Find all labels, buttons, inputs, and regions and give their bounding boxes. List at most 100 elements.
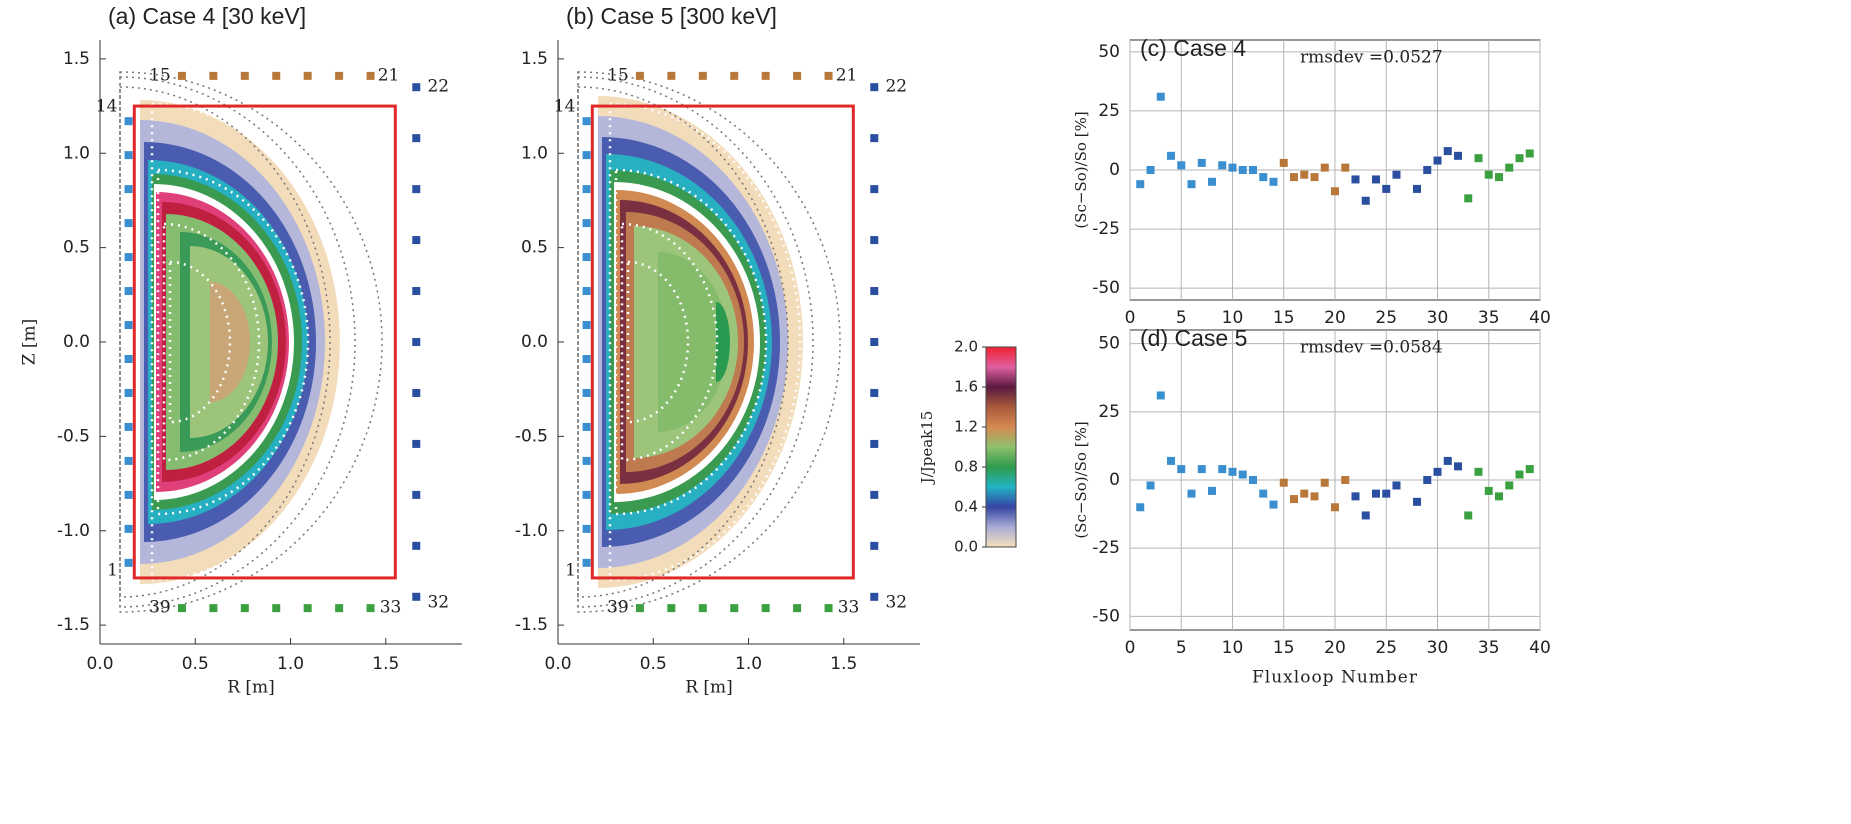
flux-loop	[730, 604, 739, 613]
x-axis-label: R [m]	[685, 678, 733, 698]
flux-loop	[177, 71, 186, 80]
vessel	[132, 104, 397, 580]
point	[1525, 465, 1534, 474]
y-tick-label: 0.0	[63, 332, 90, 352]
flux-loop	[124, 151, 133, 160]
x-tick-label: 0.0	[544, 654, 571, 674]
point	[1351, 175, 1360, 184]
flux-loop	[870, 490, 879, 499]
flux-loop	[412, 338, 421, 346]
point	[1228, 163, 1237, 172]
point	[1218, 161, 1227, 170]
x-tick-label: 35	[1478, 308, 1500, 328]
point	[1197, 158, 1206, 167]
point	[1177, 161, 1186, 170]
flux-loop	[582, 524, 591, 533]
point	[1136, 180, 1145, 189]
point	[1249, 166, 1257, 174]
loop-label: 22	[427, 77, 449, 97]
point	[1443, 147, 1452, 156]
y-axis-label: Z [m]	[20, 319, 40, 366]
point	[1372, 489, 1380, 498]
point	[1300, 489, 1309, 498]
x-tick-label: 5	[1176, 308, 1187, 328]
point	[1156, 92, 1165, 101]
flux-loop	[124, 422, 133, 431]
flux-loop	[209, 604, 218, 613]
y-tick-label: -1.5	[515, 615, 548, 635]
flux-loop	[240, 71, 249, 80]
y-axis-label: (Sc−So)/So [%]	[1072, 421, 1090, 538]
flux-loop	[582, 490, 591, 499]
flux-loop	[240, 604, 249, 613]
loop-label: 22	[885, 77, 907, 97]
loop-label: 1	[565, 560, 576, 580]
x-tick-label: 1.5	[830, 654, 857, 674]
y-tick-label: 50	[1098, 42, 1120, 62]
point	[1341, 163, 1350, 172]
x-tick-label: 20	[1324, 638, 1346, 658]
flux-loop	[335, 71, 344, 80]
plasma-image	[577, 71, 841, 613]
flux-loop	[870, 388, 879, 397]
point	[1208, 177, 1216, 186]
point	[1290, 173, 1298, 182]
point	[1423, 476, 1432, 484]
point	[1259, 489, 1268, 498]
point	[1351, 492, 1360, 501]
flux-loop	[870, 83, 879, 92]
flux-loop	[366, 604, 375, 613]
flux-loop	[582, 558, 591, 567]
point	[1238, 470, 1247, 479]
y-tick-label: 25	[1098, 402, 1120, 422]
point	[1433, 156, 1442, 165]
flux-contour	[626, 260, 690, 424]
flux-loop	[412, 185, 421, 194]
loop-label: 1	[107, 560, 118, 580]
loop-label: 15	[607, 65, 629, 85]
loop-label: 32	[885, 592, 907, 612]
flux-loop	[582, 321, 591, 330]
loop-label: 15	[149, 65, 171, 85]
flux-loop	[124, 185, 133, 194]
flux-loop	[412, 490, 421, 499]
point	[1259, 173, 1268, 182]
point	[1484, 486, 1493, 495]
flux-loop	[667, 71, 676, 80]
point	[1443, 456, 1452, 465]
flux-loop	[177, 604, 186, 613]
flux-loop	[335, 604, 344, 613]
point	[1167, 456, 1175, 465]
flux-loop	[582, 185, 591, 194]
point	[1269, 500, 1278, 509]
flux-loop	[412, 541, 421, 550]
colorbar	[985, 346, 1017, 548]
point	[1310, 492, 1319, 501]
x-tick-label: 0.0	[86, 654, 113, 674]
flux-loop	[870, 592, 879, 601]
plasma-layer	[658, 252, 728, 432]
point	[1300, 170, 1309, 179]
flux-loop	[761, 604, 770, 613]
point	[1146, 481, 1155, 490]
point	[1474, 154, 1483, 163]
point	[1341, 476, 1350, 484]
loop-label: 33	[838, 598, 860, 618]
point	[1146, 166, 1155, 174]
point	[1392, 481, 1401, 490]
loop-label: 39	[149, 598, 171, 618]
flux-loop	[412, 236, 421, 245]
point	[1464, 511, 1473, 520]
flux-loop	[582, 456, 591, 465]
flux-loop	[124, 287, 133, 296]
point	[1495, 173, 1503, 182]
loop-label: 14	[554, 97, 576, 117]
flux-loop	[582, 253, 591, 262]
point	[1413, 184, 1421, 193]
loop-label: 39	[607, 598, 629, 618]
flux-loop	[412, 134, 421, 143]
flux-loop	[824, 604, 833, 613]
flux-loop	[412, 439, 421, 448]
panel-title: (a) Case 4 [30 keV]	[108, 3, 306, 29]
point	[1187, 489, 1196, 498]
